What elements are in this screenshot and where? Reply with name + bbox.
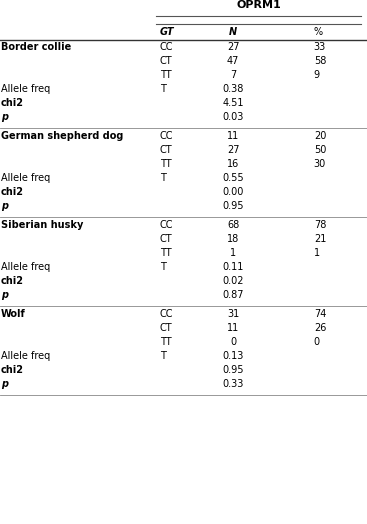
Text: 0: 0 (230, 337, 236, 347)
Text: p: p (1, 201, 8, 211)
Text: CC: CC (160, 130, 173, 140)
Text: TT: TT (160, 248, 171, 258)
Text: 16: 16 (227, 159, 239, 169)
Text: Allele freq: Allele freq (1, 262, 50, 272)
Text: 7: 7 (230, 70, 236, 80)
Text: T: T (160, 262, 166, 272)
Text: 0.02: 0.02 (222, 276, 244, 286)
Text: CT: CT (160, 234, 172, 244)
Text: 0: 0 (314, 337, 320, 347)
Text: 74: 74 (314, 309, 326, 319)
Text: Allele freq: Allele freq (1, 351, 50, 361)
Text: Siberian husky: Siberian husky (1, 220, 83, 230)
Text: CC: CC (160, 309, 173, 319)
Text: 4.51: 4.51 (222, 98, 244, 108)
Text: 11: 11 (227, 323, 239, 333)
Text: 1: 1 (314, 248, 320, 258)
Text: 33: 33 (314, 42, 326, 52)
Text: 0.33: 0.33 (222, 379, 244, 389)
Text: Border collie: Border collie (1, 42, 71, 52)
Text: 20: 20 (314, 130, 326, 140)
Text: 0.13: 0.13 (222, 351, 244, 361)
Text: 27: 27 (227, 42, 239, 52)
Text: 0.11: 0.11 (222, 262, 244, 272)
Text: 30: 30 (314, 159, 326, 169)
Text: p: p (1, 290, 8, 300)
Text: 0.95: 0.95 (222, 365, 244, 375)
Text: T: T (160, 173, 166, 183)
Text: 1: 1 (230, 248, 236, 258)
Text: N: N (229, 27, 237, 37)
Text: OPRM1: OPRM1 (236, 0, 281, 10)
Text: chi2: chi2 (1, 187, 24, 197)
Text: 0.87: 0.87 (222, 290, 244, 300)
Text: 58: 58 (314, 56, 326, 66)
Text: 9: 9 (314, 70, 320, 80)
Text: chi2: chi2 (1, 276, 24, 286)
Text: CT: CT (160, 323, 172, 333)
Text: 0.95: 0.95 (222, 201, 244, 211)
Text: 78: 78 (314, 220, 326, 230)
Text: CC: CC (160, 220, 173, 230)
Text: 0.03: 0.03 (222, 112, 244, 122)
Text: 50: 50 (314, 145, 326, 155)
Text: 31: 31 (227, 309, 239, 319)
Text: TT: TT (160, 70, 171, 80)
Text: 11: 11 (227, 130, 239, 140)
Text: 21: 21 (314, 234, 326, 244)
Text: p: p (1, 379, 8, 389)
Text: 27: 27 (227, 145, 239, 155)
Text: Wolf: Wolf (1, 309, 26, 319)
Text: T: T (160, 84, 166, 94)
Text: T: T (160, 351, 166, 361)
Text: CT: CT (160, 145, 172, 155)
Text: chi2: chi2 (1, 98, 24, 108)
Text: TT: TT (160, 159, 171, 169)
Text: %: % (314, 27, 323, 37)
Text: CT: CT (160, 56, 172, 66)
Text: German shepherd dog: German shepherd dog (1, 130, 123, 140)
Text: TT: TT (160, 337, 171, 347)
Text: 0.38: 0.38 (222, 84, 244, 94)
Text: Allele freq: Allele freq (1, 84, 50, 94)
Text: 26: 26 (314, 323, 326, 333)
Text: CC: CC (160, 42, 173, 52)
Text: chi2: chi2 (1, 365, 24, 375)
Text: 47: 47 (227, 56, 239, 66)
Text: 0.55: 0.55 (222, 173, 244, 183)
Text: 18: 18 (227, 234, 239, 244)
Text: 0.00: 0.00 (222, 187, 244, 197)
Text: 68: 68 (227, 220, 239, 230)
Text: Allele freq: Allele freq (1, 173, 50, 183)
Text: GT: GT (160, 27, 174, 37)
Text: p: p (1, 112, 8, 122)
